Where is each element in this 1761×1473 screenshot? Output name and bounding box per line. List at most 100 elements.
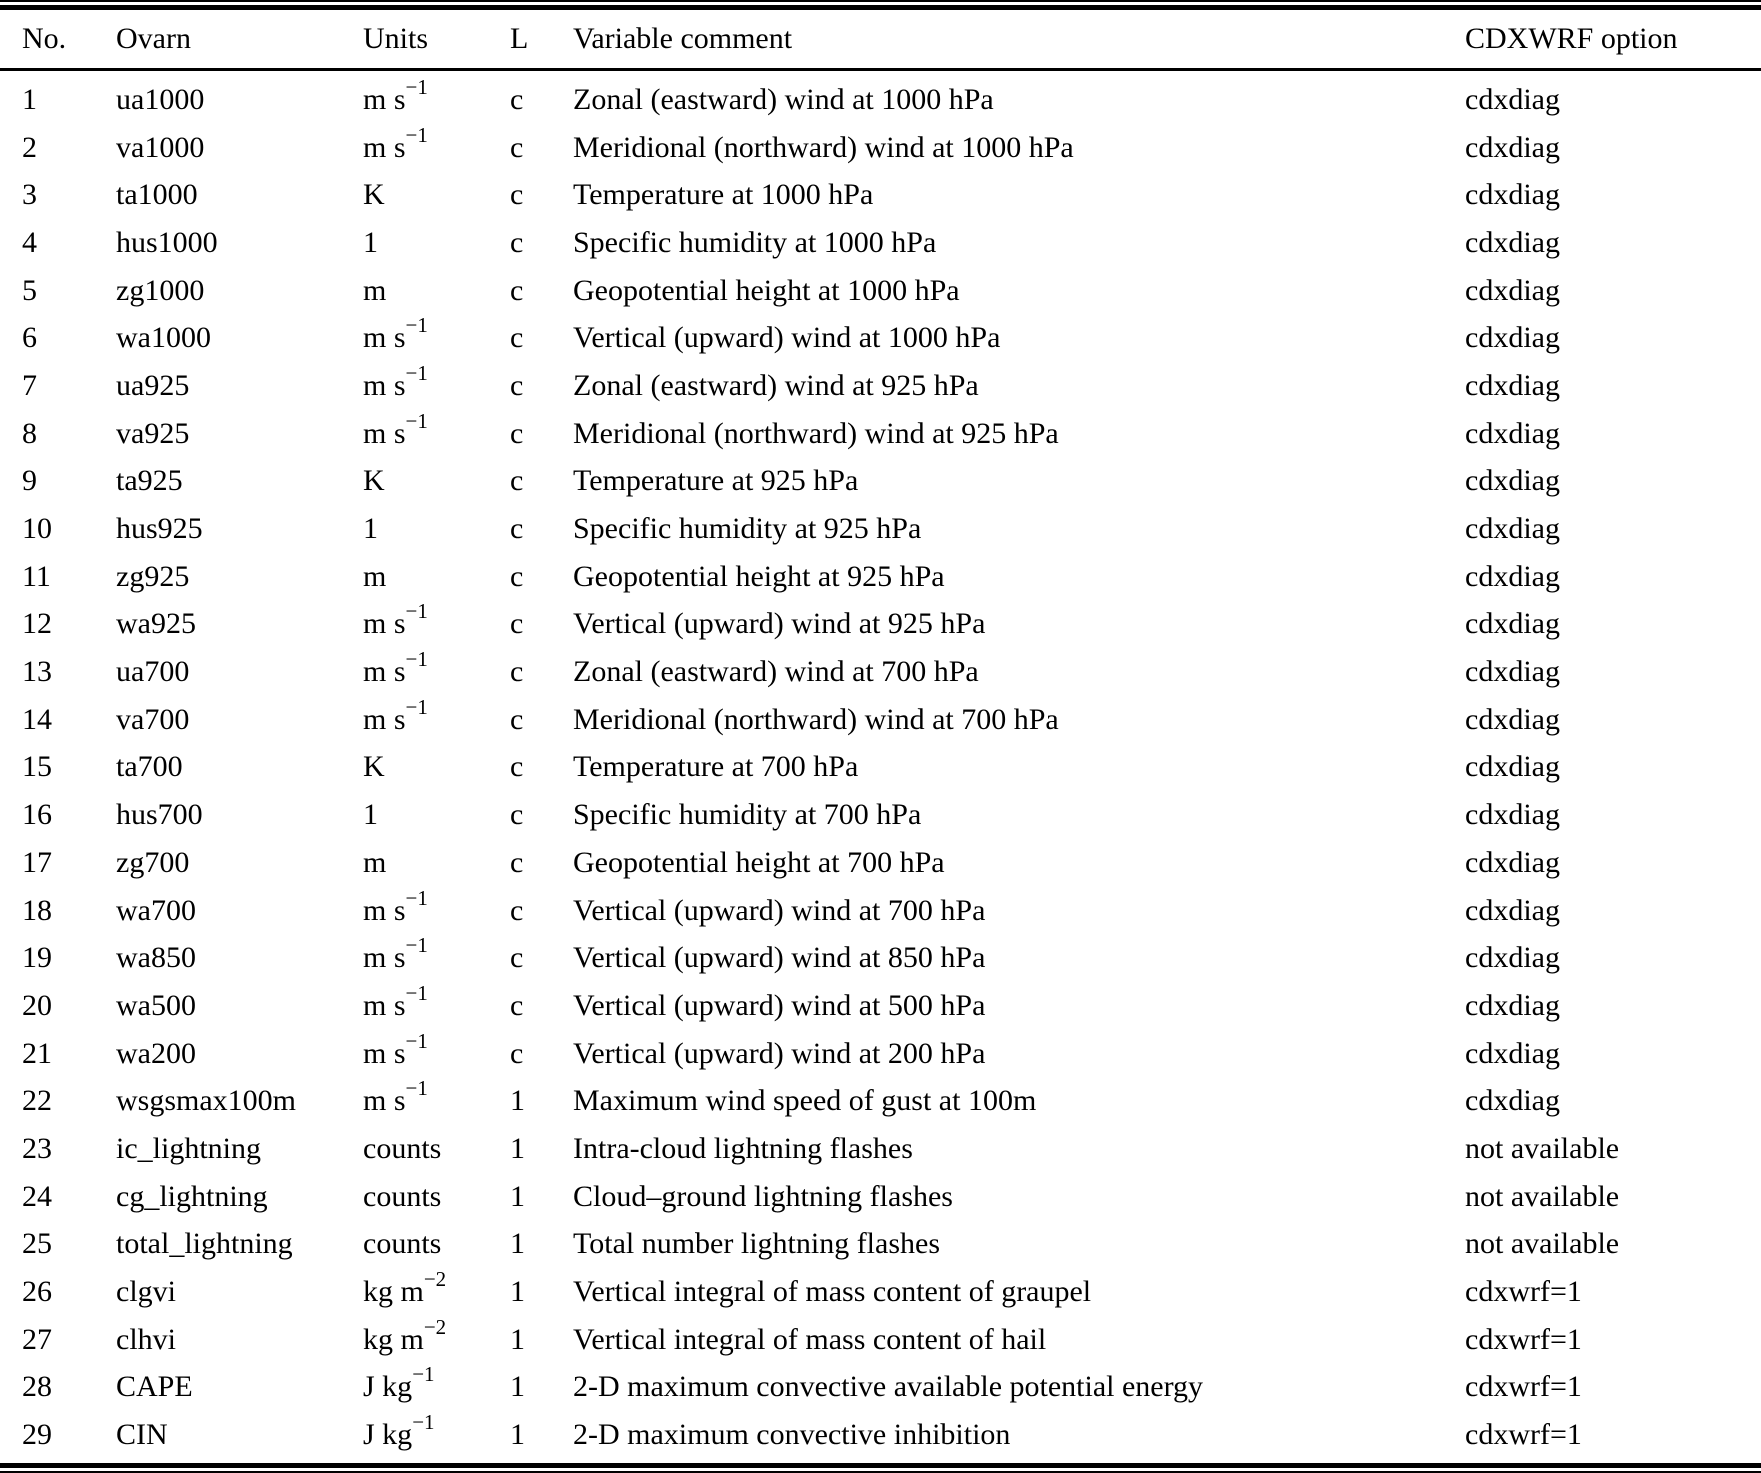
unit-exponent: −1 — [405, 1028, 428, 1053]
cell-no: 25 — [22, 1227, 52, 1261]
cell-no: 18 — [22, 893, 52, 927]
cell-option: cdxdiag — [1465, 702, 1560, 736]
table-row: 6 wa1000 m s−1 c Vertical (upward) wind at 1… — [0, 314, 1761, 362]
cell-ovarn: hus700 — [116, 798, 203, 832]
cell-no: 4 — [22, 225, 37, 259]
cell-no: 29 — [22, 1418, 52, 1452]
cell-units: counts — [363, 1227, 442, 1261]
cell-option: cdxdiag — [1465, 798, 1560, 832]
cell-level: 1 — [510, 1275, 525, 1309]
cell-no: 13 — [22, 655, 52, 689]
cell-units: m s−1 — [363, 933, 428, 975]
cell-ovarn: va925 — [116, 416, 190, 450]
cell-no: 7 — [22, 368, 37, 402]
cell-units: 1 — [363, 225, 378, 259]
unit-exponent: −1 — [405, 694, 428, 719]
cell-no: 9 — [22, 464, 37, 498]
cell-units: counts — [363, 1131, 442, 1165]
cell-option: cdxwrf=1 — [1465, 1275, 1582, 1309]
header-level: L — [510, 10, 573, 71]
cell-no: 24 — [22, 1179, 52, 1213]
cell-option: cdxdiag — [1465, 941, 1560, 975]
table-row: 26 clgvi kg m−2 1 Vertical integral of mass … — [0, 1268, 1761, 1316]
cell-option: cdxdiag — [1465, 845, 1560, 879]
cell-ovarn: hus925 — [116, 512, 203, 546]
table-row: 11 zg925 m c Geopotential height at 925 hPa c… — [0, 553, 1761, 601]
cell-comment: Temperature at 1000 hPa — [573, 178, 874, 212]
cell-ovarn: wa500 — [116, 988, 196, 1022]
cell-ovarn: ta925 — [116, 464, 183, 498]
variables-table: No. Ovarn Units L Variable comment CDXWR… — [0, 10, 1761, 1459]
cell-units: m s−1 — [363, 122, 428, 164]
cell-no: 14 — [22, 702, 52, 736]
cell-option: cdxdiag — [1465, 1084, 1560, 1118]
table-row: 14 va700 m s−1 c Meridional (northward) wind… — [0, 696, 1761, 744]
cell-level: c — [510, 655, 524, 689]
cell-comment: Zonal (eastward) wind at 1000 hPa — [573, 82, 994, 116]
cell-ovarn: ua700 — [116, 655, 190, 689]
cell-comment: Vertical (upward) wind at 925 hPa — [573, 607, 986, 641]
cell-no: 21 — [22, 1036, 52, 1070]
table-body: 1 ua1000 m s−1 c Zonal (eastward) wind at 10… — [0, 70, 1761, 1459]
unit-exponent: −2 — [423, 1267, 447, 1292]
table-row: 28 CAPE J kg−1 1 2-D maximum convective avai… — [0, 1364, 1761, 1412]
cell-no: 6 — [22, 321, 37, 355]
table-row: 20 wa500 m s−1 c Vertical (upward) wind at 5… — [0, 982, 1761, 1030]
cell-no: 5 — [22, 273, 37, 307]
table-row: 27 clhvi kg m−2 1 Vertical integral of mass … — [0, 1316, 1761, 1364]
cell-units: m s−1 — [363, 1076, 428, 1118]
cell-ovarn: CAPE — [116, 1370, 193, 1404]
unit-exponent: −1 — [405, 933, 428, 958]
table-row: 17 zg700 m c Geopotential height at 700 hPa c… — [0, 839, 1761, 887]
cell-comment: Meridional (northward) wind at 925 hPa — [573, 416, 1059, 450]
table-row: 16 hus700 1 c Specific humidity at 700 hPa cd… — [0, 791, 1761, 839]
bottom-rule-margin — [0, 1458, 1761, 1463]
cell-ovarn: wsgsmax100m — [116, 1084, 296, 1118]
cell-comment: Meridional (northward) wind at 700 hPa — [573, 702, 1059, 736]
header-ovarn: Ovarn — [116, 10, 363, 71]
table-row: 13 ua700 m s−1 c Zonal (eastward) wind at 70… — [0, 648, 1761, 696]
cell-comment: Zonal (eastward) wind at 925 hPa — [573, 368, 979, 402]
cell-level: c — [510, 988, 524, 1022]
cell-comment: Meridional (northward) wind at 1000 hPa — [573, 130, 1074, 164]
cell-level: c — [510, 368, 524, 402]
cell-option: not available — [1465, 1131, 1620, 1165]
unit-exponent: −1 — [405, 122, 428, 147]
cell-units: m — [363, 845, 387, 879]
cell-level: c — [510, 559, 524, 593]
cell-level: c — [510, 130, 524, 164]
cell-comment: Zonal (eastward) wind at 700 hPa — [573, 655, 979, 689]
cell-units: 1 — [363, 512, 378, 546]
cell-level: 1 — [510, 1418, 525, 1452]
cell-level: c — [510, 416, 524, 450]
table-row: 21 wa200 m s−1 c Vertical (upward) wind at 2… — [0, 1030, 1761, 1078]
cell-level: c — [510, 893, 524, 927]
cell-level: c — [510, 607, 524, 641]
cell-ovarn: ua1000 — [116, 82, 205, 116]
bottom-rule-gap — [0, 1467, 1761, 1471]
table-row: 7 ua925 m s−1 c Zonal (eastward) wind at 925… — [0, 362, 1761, 410]
cell-level: c — [510, 178, 524, 212]
cell-option: cdxdiag — [1465, 655, 1560, 689]
unit-exponent: −1 — [405, 1076, 428, 1101]
cell-units: m s−1 — [363, 885, 428, 927]
cell-comment: Vertical (upward) wind at 850 hPa — [573, 941, 986, 975]
cell-ovarn: zg1000 — [116, 273, 205, 307]
cell-ovarn: va1000 — [116, 130, 205, 164]
cell-level: 1 — [510, 1370, 525, 1404]
cell-units: m — [363, 559, 387, 593]
cell-units: K — [363, 178, 385, 212]
cell-no: 8 — [22, 416, 37, 450]
table-header: No. Ovarn Units L Variable comment CDXWR… — [0, 10, 1761, 71]
cell-level: c — [510, 225, 524, 259]
top-rule-thick — [0, 5, 1761, 10]
cell-no: 1 — [22, 82, 37, 116]
header-no: No. — [0, 10, 116, 71]
cell-option: not available — [1465, 1179, 1620, 1213]
cell-level: c — [510, 1036, 524, 1070]
cell-ovarn: ta1000 — [116, 178, 198, 212]
cell-comment: Vertical integral of mass content of gra… — [573, 1275, 1092, 1309]
cell-units: m s−1 — [363, 313, 428, 355]
